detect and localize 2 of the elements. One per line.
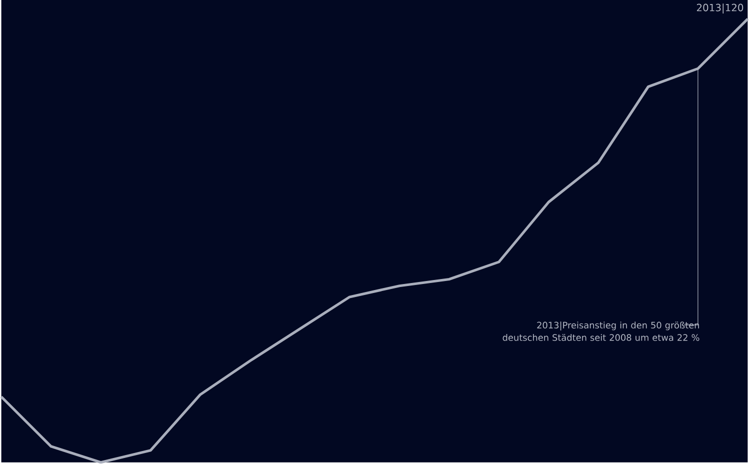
annotation: 2013|Preisanstieg in den 50 größten deutschen Städten seit 2008 um etwa 22 % [502,322,700,342]
text: 2013|120 [696,4,744,14]
